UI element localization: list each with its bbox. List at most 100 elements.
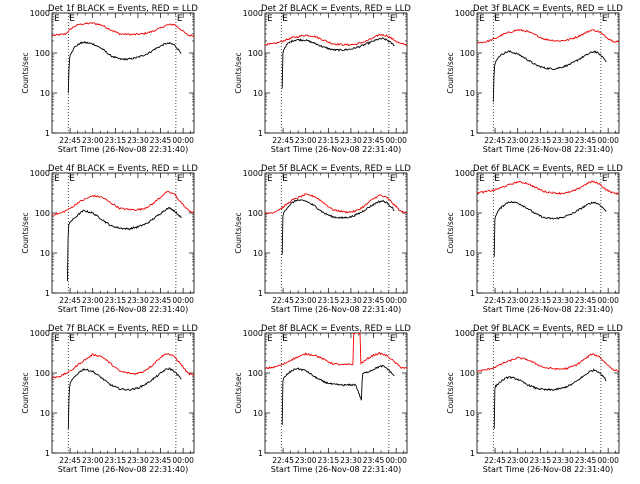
- x-axis-label: Start Time (26-Nov-08 22:31:40): [58, 465, 188, 474]
- event-marker-label: E: [479, 334, 485, 344]
- x-tick-label: 23:45: [575, 136, 597, 145]
- event-marker-label: E: [494, 174, 500, 184]
- y-tick-label: 1: [470, 449, 475, 458]
- x-tick-label: 23:30: [340, 296, 362, 305]
- x-tick-label: 23:30: [127, 456, 149, 465]
- x-tick-label: 23:00: [507, 296, 529, 305]
- y-tick-label: 10: [465, 89, 475, 98]
- y-tick-label: 10: [40, 409, 50, 418]
- y-tick-label: 1: [470, 289, 475, 298]
- y-axis-label: Counts/sec: [234, 372, 243, 413]
- x-tick-label: 00:00: [597, 456, 619, 465]
- y-tick-label: 10: [465, 409, 475, 418]
- x-tick-label: 23:15: [317, 296, 339, 305]
- y-tick-label: 10: [253, 409, 263, 418]
- x-tick-label: 23:00: [82, 456, 104, 465]
- x-tick-label: 00:00: [172, 296, 194, 305]
- y-axis-label: Counts/sec: [21, 212, 30, 253]
- y-tick-label: 1: [258, 289, 263, 298]
- lld-series-line: [52, 190, 194, 216]
- x-tick-label: 23:45: [150, 456, 172, 465]
- events-series-line: [281, 37, 395, 89]
- event-marker-label: E: [54, 174, 60, 184]
- x-axis-label: Start Time (26-Nov-08 22:31:40): [271, 305, 401, 314]
- y-tick-label: 1000: [243, 9, 263, 18]
- chart-panel-6: Det 6f BLACK = Events, RED = LLD 1 10 100 10…: [446, 164, 623, 314]
- x-tick-label: 22:45: [484, 456, 506, 465]
- x-tick-label: 23:45: [150, 296, 172, 305]
- x-tick-label: 22:45: [272, 136, 294, 145]
- events-series-line: [493, 200, 607, 257]
- x-tick-label: 23:30: [552, 296, 574, 305]
- x-tick-label: 23:15: [529, 296, 551, 305]
- lld-series-line: [52, 353, 194, 379]
- plot-frame: [476, 332, 620, 454]
- plot-frame: [264, 172, 408, 294]
- event-marker-label: E: [267, 174, 273, 184]
- x-tick-label: 00:00: [385, 136, 407, 145]
- event-marker-label: E: [390, 14, 396, 24]
- event-marker-label: E: [54, 14, 60, 24]
- chart-panel-9: Det 9f BLACK = Events, RED = LLD 1 10 100 10…: [446, 324, 623, 474]
- event-marker-label: E: [177, 14, 183, 24]
- event-marker-label: E: [602, 334, 608, 344]
- event-marker-label: E: [479, 174, 485, 184]
- lld-series-line: [265, 333, 407, 370]
- plot-frame: [51, 12, 195, 134]
- y-tick-label: 1: [45, 449, 50, 458]
- chart-title: Det 7f BLACK = Events, RED = LLD: [48, 324, 198, 334]
- x-tick-label: 00:00: [385, 296, 407, 305]
- x-tick-label: 23:15: [104, 136, 126, 145]
- event-marker-label: E: [602, 14, 608, 24]
- y-tick-label: 1000: [455, 329, 475, 338]
- x-tick-label: 23:15: [104, 296, 126, 305]
- event-marker-label: E: [69, 334, 75, 344]
- y-axis-label: Counts/sec: [446, 52, 455, 93]
- event-marker-label: E: [69, 174, 75, 184]
- x-tick-label: 22:45: [484, 296, 506, 305]
- y-tick-label: 100: [35, 49, 50, 58]
- events-series-line: [66, 207, 182, 282]
- y-tick-label: 100: [248, 49, 263, 58]
- x-tick-label: 00:00: [172, 456, 194, 465]
- y-tick-label: 10: [253, 249, 263, 258]
- x-axis-label: Start Time (26-Nov-08 22:31:40): [271, 465, 401, 474]
- x-axis-label: Start Time (26-Nov-08 22:31:40): [483, 145, 613, 154]
- chart-title: Det 3f BLACK = Events, RED = LLD: [473, 4, 623, 14]
- event-marker-label: E: [282, 14, 288, 24]
- y-tick-label: 1000: [30, 329, 50, 338]
- x-tick-label: 23:15: [317, 136, 339, 145]
- y-tick-label: 1000: [455, 9, 475, 18]
- chart-title: Det 4f BLACK = Events, RED = LLD: [48, 164, 198, 174]
- x-tick-label: 23:15: [104, 456, 126, 465]
- y-tick-label: 10: [465, 249, 475, 258]
- x-tick-label: 23:30: [552, 136, 574, 145]
- y-tick-label: 1000: [30, 9, 50, 18]
- chart-title: Det 6f BLACK = Events, RED = LLD: [473, 164, 623, 174]
- y-tick-label: 100: [248, 209, 263, 218]
- chart-title: Det 8f BLACK = Events, RED = LLD: [261, 324, 411, 334]
- x-tick-label: 23:00: [295, 296, 317, 305]
- y-axis-label: Counts/sec: [234, 212, 243, 253]
- x-tick-label: 00:00: [597, 296, 619, 305]
- x-tick-label: 23:45: [363, 296, 385, 305]
- x-tick-label: 23:45: [575, 456, 597, 465]
- event-marker-label: E: [494, 14, 500, 24]
- x-axis-label: Start Time (26-Nov-08 22:31:40): [58, 145, 188, 154]
- plot-frame: [51, 332, 195, 454]
- x-tick-label: 23:00: [295, 136, 317, 145]
- y-tick-label: 1: [258, 449, 263, 458]
- x-tick-label: 23:15: [529, 456, 551, 465]
- events-series-line: [281, 199, 395, 255]
- event-marker-label: E: [177, 334, 183, 344]
- chart-panel-7: Det 7f BLACK = Events, RED = LLD 1 10 100 10…: [21, 324, 198, 474]
- y-axis-label: Counts/sec: [21, 52, 30, 93]
- lld-series-line: [477, 353, 619, 373]
- x-axis-label: Start Time (26-Nov-08 22:31:40): [483, 465, 613, 474]
- x-tick-label: 23:00: [507, 136, 529, 145]
- y-axis-label: Counts/sec: [234, 52, 243, 93]
- y-axis-label: Counts/sec: [21, 372, 30, 413]
- lld-series-line: [52, 22, 194, 38]
- x-tick-label: 23:30: [340, 136, 362, 145]
- x-tick-label: 22:45: [59, 136, 81, 145]
